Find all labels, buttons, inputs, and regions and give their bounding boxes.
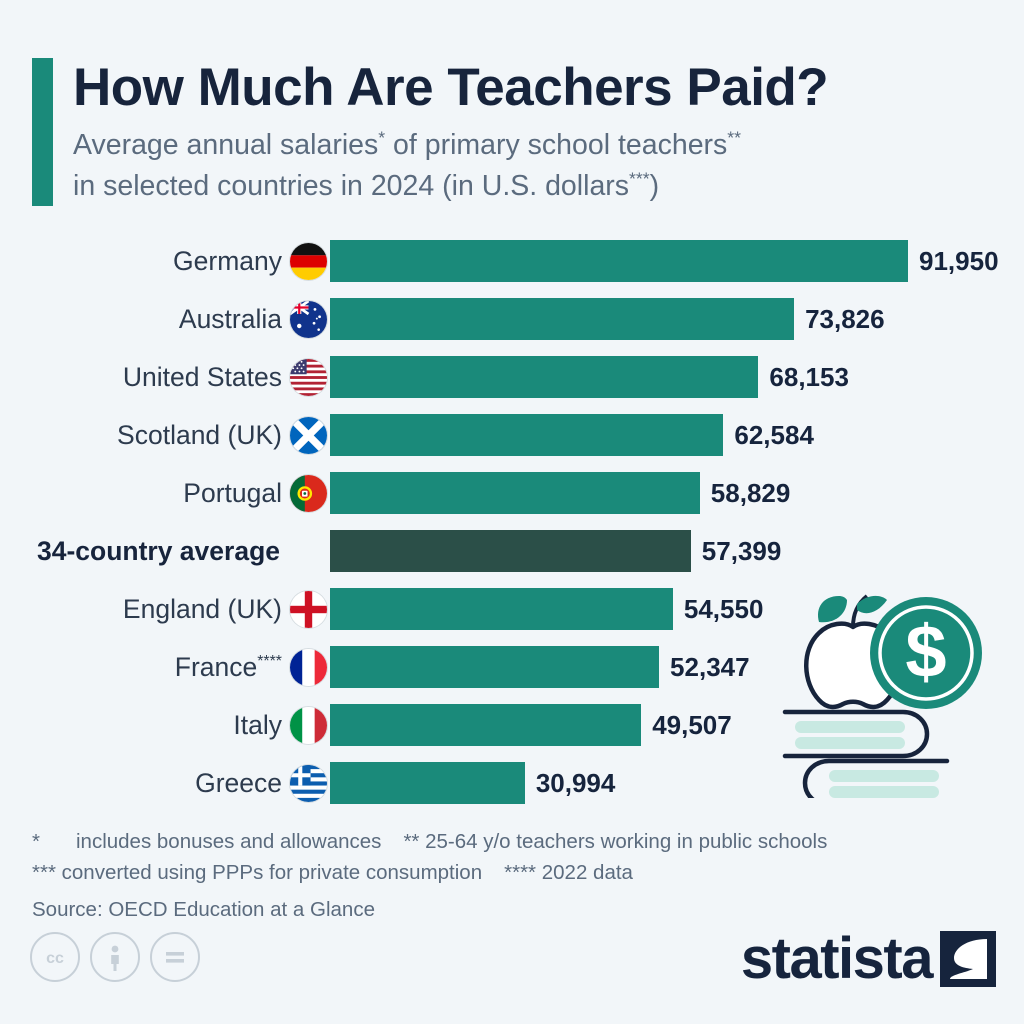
page-subtitle: Average annual salaries* of primary scho… (73, 125, 992, 206)
chart-row: Italy 49,507 (0, 696, 1024, 754)
chart-row: Germany 91,950 (0, 232, 1024, 290)
row-label: Portugal (183, 477, 282, 508)
row-label: Italy (233, 709, 282, 740)
bar-value-label: 91,950 (919, 246, 999, 276)
footnote-text-1: includes bonuses and allowances (76, 830, 382, 853)
footnote-text-4: 2022 data (541, 861, 633, 885)
footer: cc statista (30, 930, 996, 1000)
row-label: Greece (195, 767, 282, 798)
bar-value-label: 52,347 (670, 652, 750, 682)
bar (330, 356, 759, 398)
footnote-text-3: converted using PPPs for private consump… (61, 861, 483, 885)
bar-container: 73,826 (330, 298, 1024, 340)
header-text: How Much Are Teachers Paid? Average annu… (73, 58, 992, 206)
creative-commons-icon[interactable]: cc (30, 932, 80, 982)
bar-container: 62,584 (330, 414, 1024, 456)
chart-row: England (UK) 54,550 (0, 580, 1024, 638)
bar-value-label: 62,584 (734, 420, 814, 450)
footnote-line-2: *** converted using PPPs for private con… (32, 857, 982, 888)
bar (330, 762, 525, 804)
svg-text:cc: cc (46, 950, 64, 967)
chart-row: 34-country average 57,399 (0, 522, 1024, 580)
flag-france-icon (290, 648, 327, 686)
flag-portugal-icon (290, 474, 327, 512)
subtitle-line2-b: ) (649, 169, 660, 202)
subtitle-line1-b: of primary school teachers (385, 129, 728, 162)
bar (330, 530, 691, 572)
row-label: Germany (173, 245, 282, 276)
footnote-text-2: 25-64 y/o teachers working in public sch… (425, 830, 828, 853)
bar-container: 57,399 (330, 530, 1024, 572)
bar-container: 91,950 (330, 240, 1024, 282)
chart-row: France**** 52,347 (0, 638, 1024, 696)
bar (330, 414, 724, 456)
flag-greece-icon (290, 764, 327, 802)
page-title: How Much Are Teachers Paid? (73, 58, 829, 117)
creative-commons-badges: cc (30, 932, 200, 982)
chart-row: Scotland (UK) 62,584 (0, 406, 1024, 464)
bar-value-label: 73,826 (805, 304, 885, 334)
bar-container: 49,507 (330, 704, 1024, 746)
statista-mark-icon (940, 931, 996, 987)
bar-value-label: 30,994 (535, 768, 616, 798)
subtitle-footnote-marker-3: *** (629, 168, 650, 189)
bar-value-label: 49,507 (652, 710, 732, 740)
footnote-marker-4: **** (504, 861, 537, 885)
footnote-line-1: * includes bonuses and allowances ** 25-64… (32, 826, 982, 857)
source-line: Source: OECD Education at a Glance (32, 898, 375, 922)
bar-value-label: 68,153 (769, 362, 849, 392)
chart-row: Portugal 58,829 (0, 464, 1024, 522)
footnote-marker-2: ** (403, 830, 420, 853)
flag-australia-icon (290, 300, 327, 338)
subtitle-footnote-marker-1: * (378, 127, 386, 148)
bar-chart: Germany 91,950 Australia 73,826 United State… (0, 232, 1024, 812)
chart-row: Australia 73,826 (0, 290, 1024, 348)
footnotes: * includes bonuses and allowances ** 25-64… (32, 826, 982, 925)
bar (330, 472, 700, 514)
flag-united-states-icon (290, 358, 327, 396)
bar-container: 54,550 (330, 588, 1024, 630)
bar-container: 52,347 (330, 646, 1024, 688)
bar (330, 588, 673, 630)
statista-wordmark: statista (740, 926, 934, 991)
bar (330, 646, 660, 688)
flag-italy-icon (290, 706, 327, 744)
chart-row: Greece 30,994 (0, 754, 1024, 812)
footnote-marker-1: * (32, 830, 40, 853)
bar (330, 240, 908, 282)
row-label: Australia (178, 303, 282, 334)
flag-scotland-icon (290, 416, 327, 454)
row-label: 34-country average (36, 535, 280, 566)
bar-value-label: 57,399 (701, 536, 782, 566)
bar-container: 58,829 (330, 472, 1024, 514)
no-derivatives-icon[interactable] (150, 932, 200, 982)
subtitle-line2-a: in selected countries in 2024 (in U.S. d… (73, 169, 630, 202)
bar-container: 30,994 (330, 762, 1024, 804)
row-label: United States (122, 361, 282, 392)
row-label-footnote-marker: **** (257, 652, 282, 670)
header: How Much Are Teachers Paid? Average annu… (32, 58, 992, 206)
footnote-marker-3: *** (32, 861, 56, 885)
row-label: England (UK) (122, 593, 282, 624)
subtitle-footnote-marker-2: ** (727, 127, 742, 148)
attribution-person-icon[interactable] (90, 932, 140, 982)
subtitle-line1-a: Average annual salaries (73, 129, 379, 162)
bar-container: 68,153 (330, 356, 1024, 398)
bar-value-label: 54,550 (683, 594, 764, 624)
row-label: Scotland (UK) (117, 419, 282, 450)
bar (330, 298, 795, 340)
bar-value-label: 58,829 (710, 478, 791, 508)
row-label: France**** (174, 651, 282, 682)
flag-germany-icon (290, 242, 327, 280)
statista-logo[interactable]: statista (741, 930, 996, 988)
title-accent-bar (32, 58, 53, 206)
chart-row: United States 68,153 (0, 348, 1024, 406)
flag-england-icon (290, 590, 327, 628)
bar (330, 704, 642, 746)
